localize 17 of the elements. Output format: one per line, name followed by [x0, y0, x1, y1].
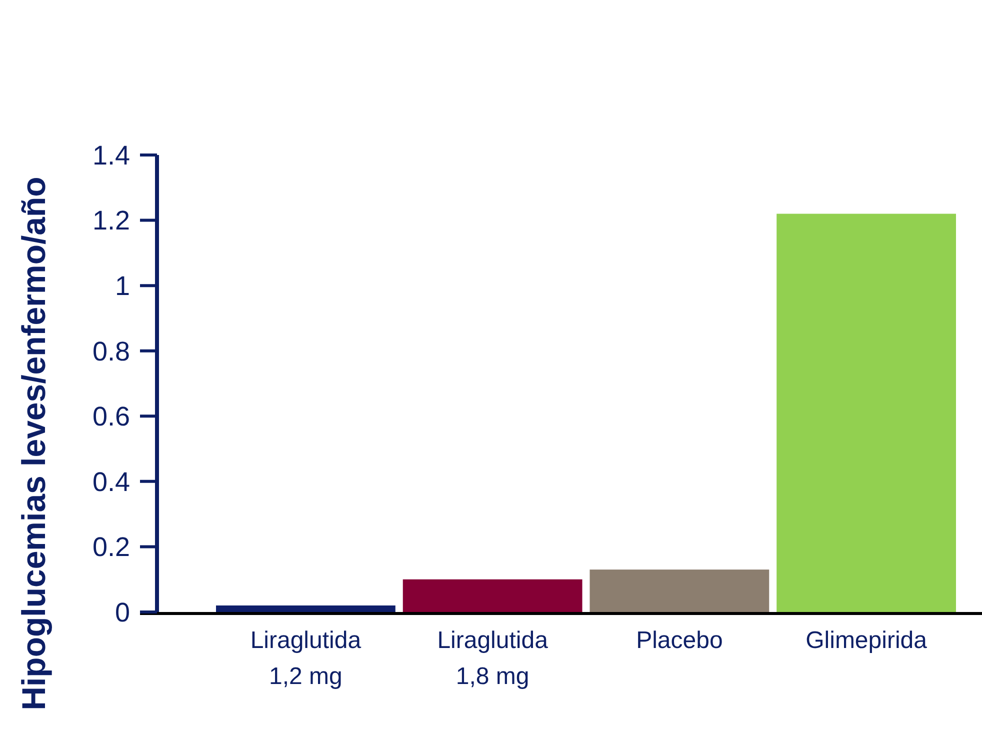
bar	[590, 570, 770, 612]
y-tick-label: 1.2	[92, 206, 130, 236]
bar	[402, 579, 582, 612]
x-tick-label: Placebo	[636, 627, 723, 654]
y-tick-label: 0.2	[92, 532, 130, 562]
y-tick-label: 0.6	[92, 402, 130, 432]
y-tick-label: 0.8	[92, 336, 130, 366]
y-tick-label: 0.4	[92, 466, 130, 497]
x-tick-label: Liraglutida 1,8 mg	[437, 627, 549, 690]
y-tick-label: 0	[114, 597, 130, 628]
x-tick-label: Liraglutida 1,2 mg	[250, 627, 362, 690]
bar	[216, 605, 396, 612]
y-tick-label: 1	[114, 271, 130, 302]
y-axis-title: Hipoglucemias leves/enfermo/año	[15, 176, 52, 710]
x-tick-label: Glimepirida	[806, 627, 928, 654]
y-tick-label: 1.4	[92, 140, 130, 170]
bar	[776, 214, 956, 612]
